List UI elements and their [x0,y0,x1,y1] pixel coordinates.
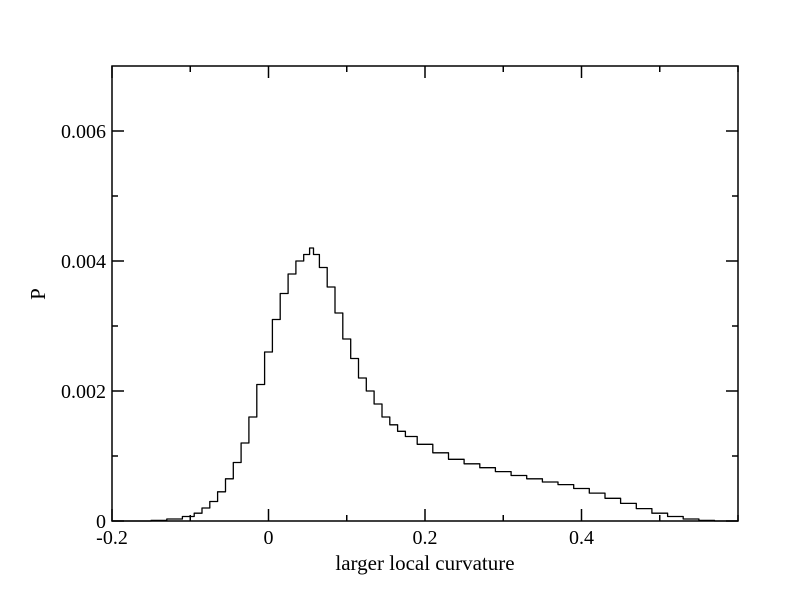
x-tick-label: 0.2 [413,527,438,549]
x-axis-title: larger local curvature [335,551,514,575]
x-tick-label: 0.4 [569,527,594,549]
y-tick-label: 0.006 [61,121,106,143]
y-axis-title: P [26,288,50,300]
axis-ticks [111,66,739,522]
x-tick-label: 0 [264,527,274,549]
y-tick-label: 0.002 [61,381,106,403]
series-line [112,247,738,522]
y-tick-label: 0 [96,511,106,533]
y-tick-label: 0.004 [61,251,106,273]
x-tick-label: -0.2 [96,527,128,549]
plot-frame [111,65,739,522]
